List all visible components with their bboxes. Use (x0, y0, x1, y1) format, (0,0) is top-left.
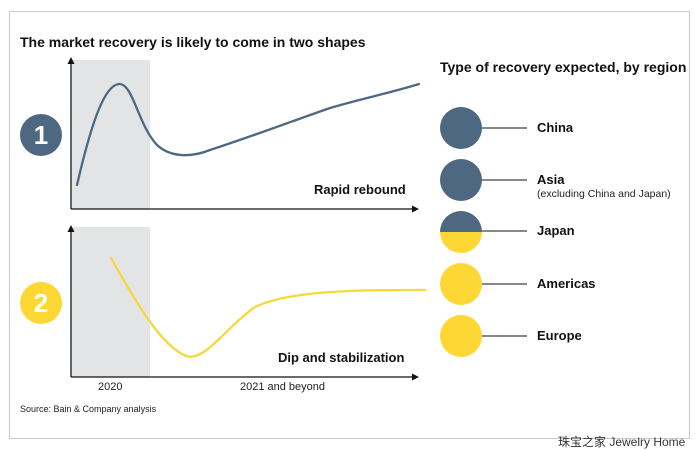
region-circle-americas (440, 263, 482, 305)
shape-1-badge: 1 (20, 114, 62, 156)
shape-2-badge: 2 (20, 282, 62, 324)
region-circle-japan (440, 211, 482, 253)
dip-stabilization-curve (109, 256, 427, 358)
y-axis-arrow-bottom (67, 225, 75, 232)
region-label-asia: Asia (537, 172, 565, 187)
shaded-2020-region-bottom (72, 227, 150, 377)
x-axis-label-2021-beyond: 2021 and beyond (240, 381, 326, 393)
region-label-americas: Americas (537, 276, 596, 291)
diagram-title: The market recovery is likely to come in… (20, 34, 366, 50)
region-label-japan: Japan (537, 223, 575, 238)
region-markers (440, 107, 527, 357)
region-label-europe: Europe (537, 328, 582, 343)
shape-2-label: Dip and stabilization (278, 350, 405, 365)
rapid-rebound-curve (75, 82, 421, 187)
x-axis-arrow-bottom (412, 373, 419, 381)
region-circle-asia (440, 159, 482, 201)
shape-1-number: 1 (33, 119, 49, 150)
x-axis-arrow-top (412, 205, 419, 213)
region-circle-china (440, 107, 482, 149)
region-circle-europe (440, 315, 482, 357)
region-sublabel-asia: (excluding China and Japan) (537, 188, 671, 200)
x-axis-label-2020: 2020 (98, 381, 123, 393)
shape-2-number: 2 (33, 287, 49, 318)
y-axis-arrow-top (67, 57, 75, 64)
legend-title: Type of recovery expected, by region (440, 59, 687, 75)
watermark: 珠宝之家 Jewelry Home (558, 435, 686, 449)
shape-1-label: Rapid rebound (314, 182, 406, 197)
shaded-2020-region-top (72, 60, 150, 209)
source-note: Source: Bain & Company analysis (20, 404, 157, 414)
region-label-china: China (537, 120, 574, 135)
